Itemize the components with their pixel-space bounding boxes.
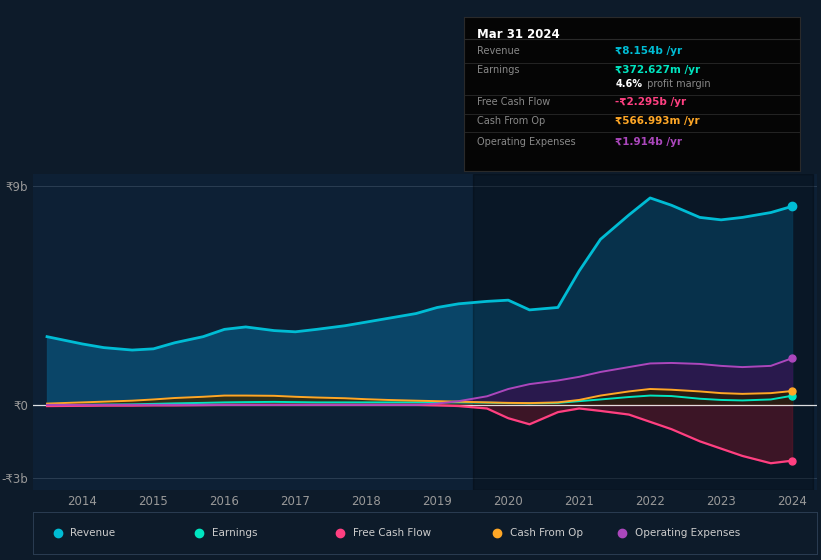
Text: Earnings: Earnings [477,65,520,75]
Text: Cash From Op: Cash From Op [510,529,583,538]
Text: Cash From Op: Cash From Op [477,116,546,126]
Text: ₹372.627m /yr: ₹372.627m /yr [616,65,700,75]
Text: Free Cash Flow: Free Cash Flow [353,529,431,538]
Text: profit margin: profit margin [644,79,711,89]
Text: Revenue: Revenue [71,529,116,538]
Bar [473,174,814,490]
Text: Revenue: Revenue [477,46,520,57]
Text: ₹1.914b /yr: ₹1.914b /yr [616,137,682,147]
Text: ₹566.993m /yr: ₹566.993m /yr [616,116,700,126]
Text: -₹2.295b /yr: -₹2.295b /yr [616,97,686,108]
Text: Free Cash Flow: Free Cash Flow [477,97,551,108]
Text: 4.6%: 4.6% [616,79,642,89]
Text: Operating Expenses: Operating Expenses [477,137,576,147]
Text: Operating Expenses: Operating Expenses [635,529,741,538]
Text: Earnings: Earnings [212,529,257,538]
Text: Mar 31 2024: Mar 31 2024 [477,27,560,40]
Text: ₹8.154b /yr: ₹8.154b /yr [616,46,682,57]
